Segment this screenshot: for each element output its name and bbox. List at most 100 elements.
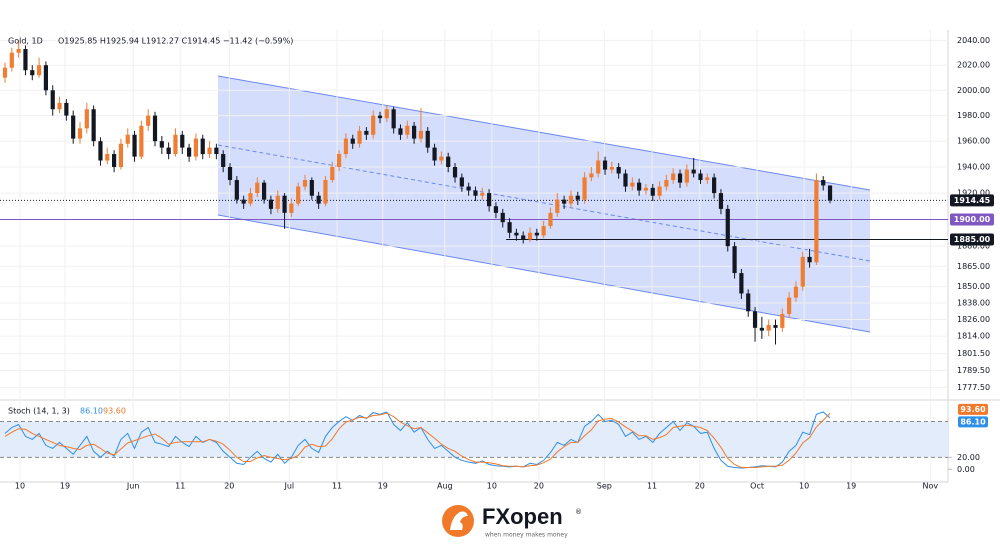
candle-body bbox=[623, 173, 628, 187]
candle-body bbox=[118, 143, 124, 167]
candle-body bbox=[650, 187, 655, 196]
ohlc-readout: O1925.85 H1925.94 L1912.27 C1914.45 −11.… bbox=[58, 37, 293, 46]
y-tick-label: 1920.00 bbox=[957, 189, 990, 198]
x-tick-label: 10 bbox=[15, 482, 25, 491]
candle-body bbox=[2, 67, 8, 78]
logo-tagline: when money makes money bbox=[485, 532, 568, 539]
candle-body bbox=[602, 160, 608, 170]
candle-body bbox=[405, 125, 410, 135]
candle-body bbox=[186, 147, 192, 157]
candle-body bbox=[50, 90, 55, 110]
price-badge-label: 1914.45 bbox=[954, 196, 991, 205]
candle-body bbox=[705, 177, 710, 181]
candle-body bbox=[71, 115, 76, 139]
candle-body bbox=[827, 185, 833, 201]
y-tick-label: 1880.00 bbox=[957, 242, 990, 251]
y-tick-label: 2020.00 bbox=[957, 61, 990, 70]
candle-body bbox=[534, 232, 539, 236]
indicator-badge bbox=[958, 403, 988, 415]
price-badge bbox=[950, 194, 994, 207]
y-tick-label: 20.00 bbox=[957, 453, 980, 462]
logo-glyph bbox=[450, 511, 468, 530]
candle-body bbox=[357, 130, 362, 144]
marks bbox=[0, 40, 948, 469]
candle-body bbox=[507, 222, 512, 233]
candle-body bbox=[814, 180, 819, 263]
candle-body bbox=[377, 115, 383, 119]
candle-body bbox=[487, 193, 492, 207]
y-tick-label: 1801.50 bbox=[957, 349, 990, 358]
candle-body bbox=[241, 199, 246, 204]
candle-body bbox=[23, 49, 28, 71]
candle-body bbox=[548, 212, 553, 227]
candle-body bbox=[698, 173, 703, 181]
candle-body bbox=[425, 130, 430, 148]
indicator-d-value: 93.60 bbox=[103, 407, 126, 416]
candle-body bbox=[657, 186, 662, 196]
grid bbox=[0, 30, 948, 482]
price-badge bbox=[950, 233, 994, 246]
y-tick-label: 1838.00 bbox=[957, 299, 990, 308]
indicator-badge-label: 86.10 bbox=[960, 417, 986, 426]
x-tick-label: 19 bbox=[60, 482, 70, 491]
x-tick-label: 20 bbox=[695, 482, 705, 491]
candle-body bbox=[152, 115, 158, 142]
x-tick-label: Sep bbox=[597, 482, 612, 491]
x-tick-label: Jun bbox=[126, 482, 140, 491]
x-tick-label: Aug bbox=[437, 482, 453, 491]
candle-body bbox=[630, 182, 635, 187]
candle-body bbox=[671, 173, 676, 181]
candle-body bbox=[412, 125, 417, 139]
candle-body bbox=[221, 154, 226, 167]
candle-body bbox=[323, 180, 328, 204]
y-tick-label: 1777.50 bbox=[957, 383, 990, 392]
channel-upper bbox=[217, 75, 871, 191]
candle-body bbox=[364, 130, 369, 135]
candle-body bbox=[500, 212, 505, 223]
candle-body bbox=[98, 141, 103, 161]
candle-body bbox=[398, 128, 403, 135]
y-tick-label: 1850.00 bbox=[957, 282, 990, 291]
indicator-badge bbox=[958, 416, 988, 428]
candle-body bbox=[562, 199, 567, 204]
y-tick-label: 1940.00 bbox=[957, 162, 990, 171]
candle-body bbox=[309, 180, 314, 196]
candle-body bbox=[677, 173, 683, 183]
candle-body bbox=[459, 177, 464, 187]
candle-body bbox=[384, 109, 389, 119]
candle-body bbox=[16, 49, 21, 53]
price-badge-label: 1885.00 bbox=[954, 235, 991, 244]
x-tick-label: 10 bbox=[799, 482, 809, 491]
y-tick-label: 1960.00 bbox=[957, 137, 990, 146]
x-tick-label: 20 bbox=[224, 482, 234, 491]
candle-body bbox=[739, 273, 744, 294]
y-tick-label: 1789.50 bbox=[957, 366, 990, 375]
candle-body bbox=[480, 193, 485, 196]
candle-body bbox=[302, 180, 308, 187]
candle-body bbox=[514, 232, 519, 236]
candle-body bbox=[637, 182, 642, 191]
candle-body bbox=[821, 180, 826, 186]
candle-body bbox=[432, 147, 437, 161]
candle-body bbox=[255, 182, 260, 194]
x-tick-label: 19 bbox=[846, 482, 856, 491]
candle-body bbox=[780, 314, 785, 328]
candle-body bbox=[691, 169, 696, 174]
candle-body bbox=[664, 180, 669, 187]
candle-body bbox=[282, 195, 287, 213]
candle-body bbox=[296, 186, 301, 204]
candle-body bbox=[616, 166, 621, 174]
x-tick-label: 11 bbox=[332, 482, 342, 491]
candle-body bbox=[173, 134, 178, 155]
candle-body bbox=[111, 154, 117, 167]
candle-body bbox=[371, 115, 376, 135]
x-tick-label: 20 bbox=[534, 482, 544, 491]
candle-body bbox=[57, 102, 62, 110]
candle-body bbox=[330, 166, 335, 181]
candle-body bbox=[446, 156, 451, 167]
candle-body bbox=[166, 147, 171, 155]
price-badge bbox=[950, 213, 994, 226]
candle-body bbox=[36, 65, 42, 76]
candle-body bbox=[568, 195, 574, 204]
